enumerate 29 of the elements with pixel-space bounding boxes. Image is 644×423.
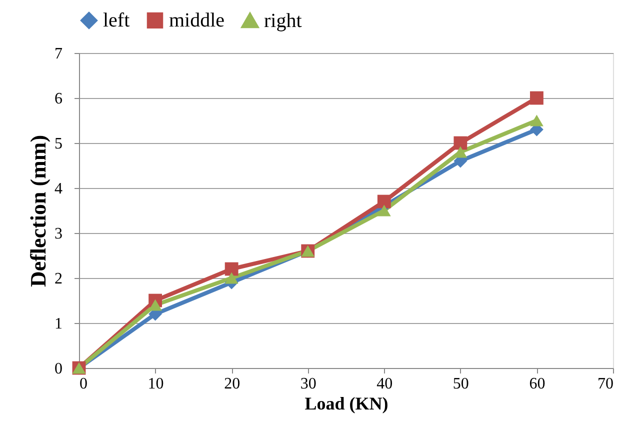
- x-tick-label: 50: [452, 376, 469, 392]
- x-axis-title: Load (KN): [304, 394, 388, 414]
- y-tick-label: 4: [54, 180, 62, 198]
- y-tick-label: 1: [54, 316, 62, 332]
- y-tick-label: 5: [54, 136, 62, 152]
- point: [377, 204, 391, 216]
- legend-label: left: [103, 9, 130, 32]
- y-tick-label: 7: [54, 46, 62, 62]
- x-tick-label: 30: [300, 376, 316, 392]
- x-tick-label: 70: [598, 376, 614, 392]
- point: [530, 114, 544, 126]
- point: [530, 91, 544, 105]
- point: [148, 299, 162, 311]
- x-tick-label: 0: [80, 376, 88, 392]
- x-tick-label: 20: [224, 376, 240, 392]
- point: [454, 136, 468, 150]
- legend-label: right: [264, 10, 302, 32]
- point: [224, 262, 238, 276]
- x-tick-label: 60: [529, 376, 546, 392]
- y-tick-label: 2: [54, 270, 62, 288]
- y-tick-label: 6: [54, 90, 62, 108]
- legend-label: middle: [169, 9, 225, 32]
- point: [377, 194, 391, 208]
- point: [224, 272, 238, 284]
- y-tick-label: 3: [54, 226, 62, 242]
- y-tick-label: 0: [54, 360, 62, 378]
- x-tick-label: 40: [376, 376, 393, 392]
- y-axis-title: Deflection (mm): [26, 134, 50, 288]
- x-tick-label: 10: [148, 376, 164, 392]
